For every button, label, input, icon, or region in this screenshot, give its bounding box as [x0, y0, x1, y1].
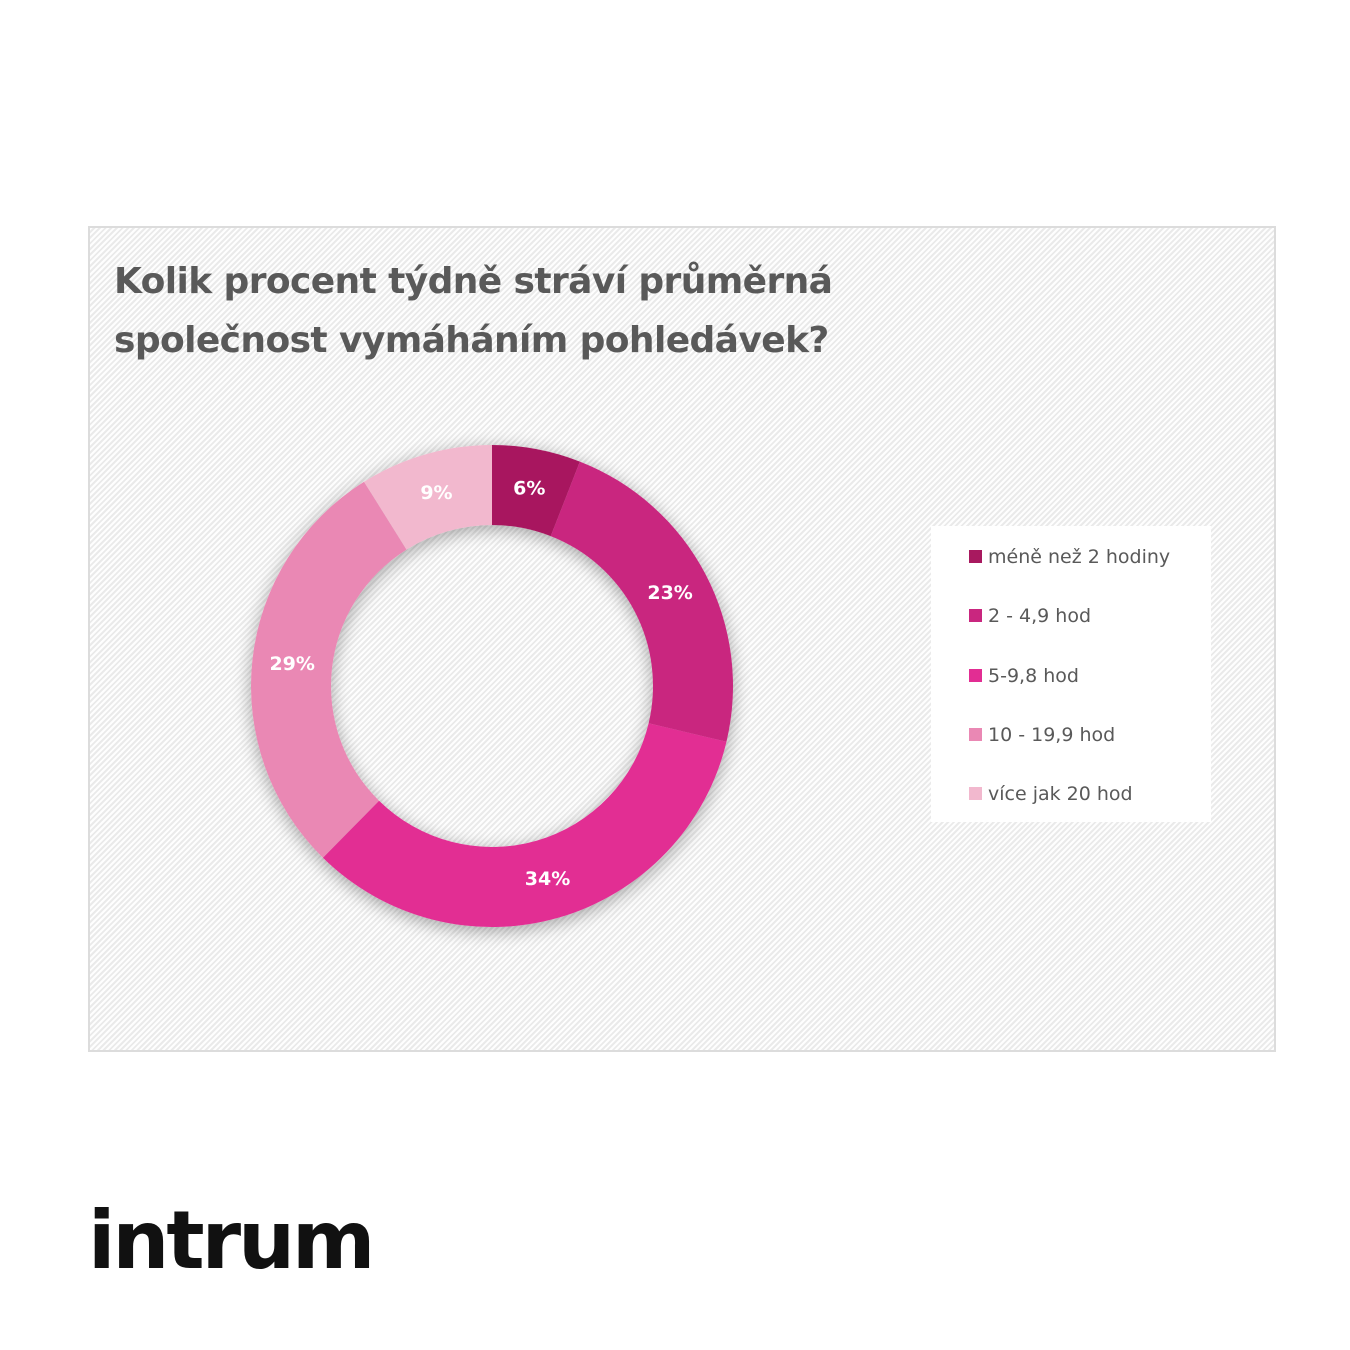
legend-item: 5-9,8 hod — [969, 661, 1211, 720]
data-label: 34% — [525, 868, 570, 890]
legend-item: více jak 20 hod — [969, 779, 1211, 838]
data-label: 23% — [647, 582, 692, 604]
legend-label: 5-9,8 hod — [988, 664, 1079, 687]
chart-panel: Kolik procent týdně stráví průměrná spol… — [88, 226, 1276, 1052]
donut-slice — [322, 723, 727, 927]
legend-swatch — [969, 787, 982, 801]
legend-label: více jak 20 hod — [988, 783, 1133, 806]
legend-swatch — [969, 668, 982, 682]
legend-swatch — [969, 609, 982, 623]
donut-slice — [364, 445, 492, 550]
chart-legend: méně než 2 hodiny 2 - 4,9 hod 5-9,8 hod … — [931, 526, 1211, 822]
legend-swatch — [969, 727, 982, 741]
legend-item: 10 - 19,9 hod — [969, 720, 1211, 779]
donut-slice — [250, 481, 407, 858]
legend-item: 2 - 4,9 hod — [969, 601, 1211, 660]
legend-label: méně než 2 hodiny — [988, 546, 1171, 568]
donut-slice — [550, 461, 733, 742]
chart-title: Kolik procent týdně stráví průměrná spol… — [114, 261, 833, 361]
data-label: 9% — [420, 482, 452, 504]
donut-slice — [492, 445, 580, 537]
donut-chart: 6% 23% 34% 29% 9% — [250, 445, 733, 927]
legend-swatch — [969, 550, 982, 563]
legend-label: 10 - 19,9 hod — [988, 723, 1116, 746]
data-label: 29% — [269, 653, 314, 675]
legend-item: méně než 2 hodiny — [969, 542, 1211, 601]
legend-label: 2 - 4,9 hod — [988, 605, 1092, 628]
data-label: 6% — [513, 477, 545, 499]
intrum-logo: intrum — [88, 1194, 375, 1287]
